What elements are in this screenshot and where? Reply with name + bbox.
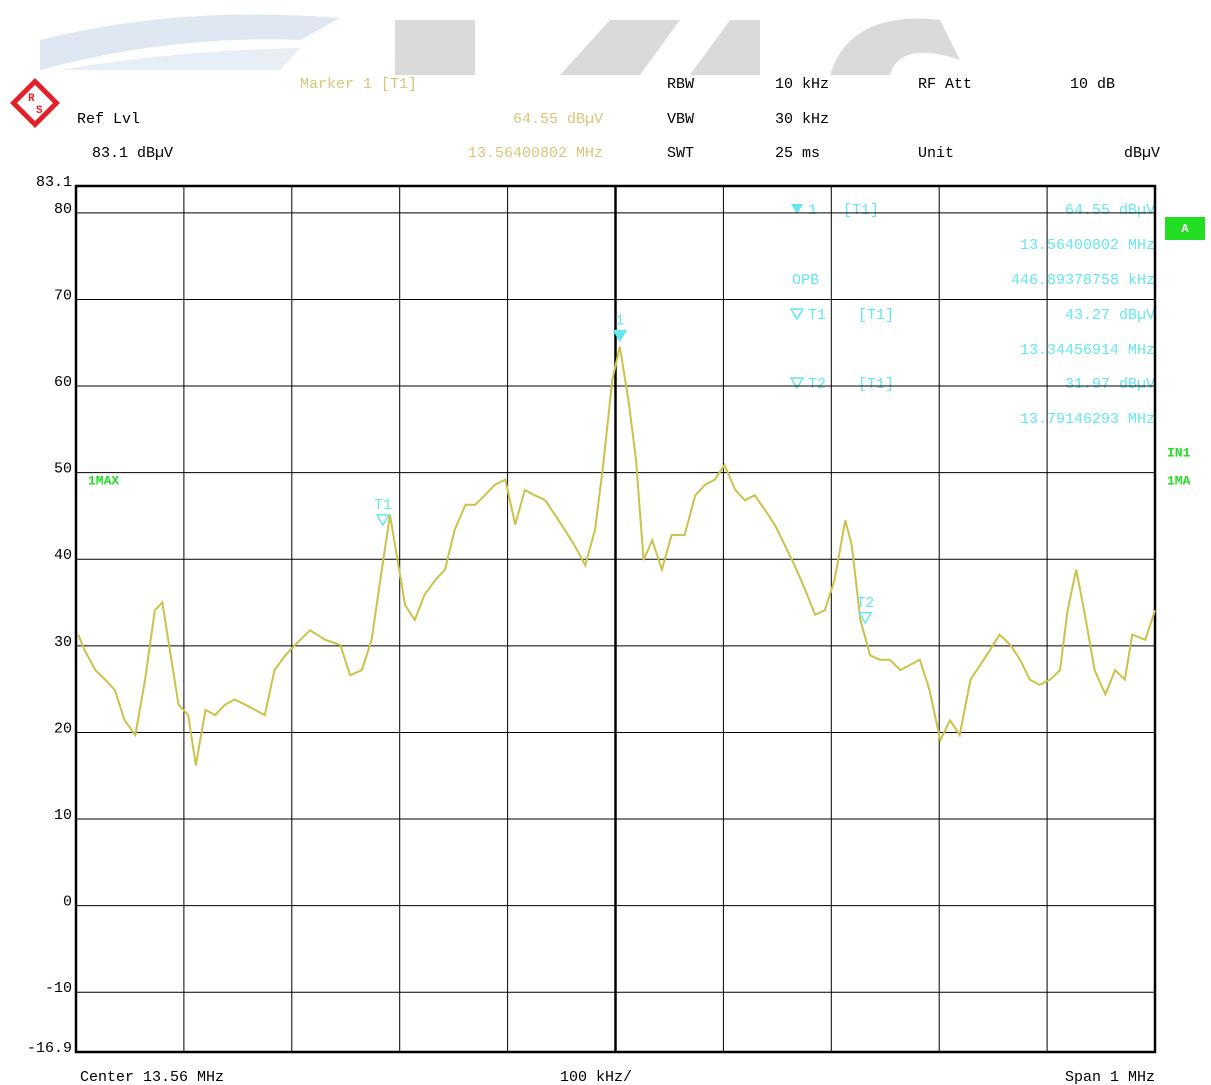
logo: R S bbox=[10, 78, 60, 128]
marker-title: Marker 1 [T1] bbox=[300, 76, 417, 93]
setting-label: SWT bbox=[667, 145, 694, 162]
marker-level: 31.97 dBµV bbox=[1065, 376, 1155, 393]
marker-label: 1 bbox=[615, 313, 624, 330]
setting-value: 10 kHz bbox=[775, 76, 829, 93]
marker-frequency: 13.56400802 MHz bbox=[468, 145, 603, 162]
legend-entry: 1MAX bbox=[88, 473, 119, 488]
setting-value: 25 ms bbox=[775, 145, 820, 162]
watermark bbox=[60, 48, 300, 70]
marker bbox=[612, 329, 628, 343]
plot-frame bbox=[74, 184, 1157, 1054]
y-tick-label: 20 bbox=[54, 720, 72, 737]
logo-text: S bbox=[36, 105, 43, 117]
setting-label: RF Att bbox=[918, 76, 972, 93]
trace-label: 1MA bbox=[1167, 473, 1191, 488]
marker-label: T2 bbox=[856, 595, 874, 612]
setting-value: dBµV bbox=[1124, 145, 1160, 162]
y-tick-label: 50 bbox=[54, 461, 72, 478]
ref-value: 83.1 dBµV bbox=[92, 145, 173, 162]
y-tick-label: 80 bbox=[54, 201, 72, 218]
per-div-label: 100 kHz/ bbox=[560, 1069, 632, 1085]
marker-symbol bbox=[789, 308, 805, 321]
logo-text: R bbox=[28, 93, 35, 105]
y-tick-label: 0 bbox=[63, 894, 72, 911]
trace-mode: A bbox=[1181, 222, 1189, 236]
watermark bbox=[395, 20, 475, 75]
y-tick-label: 70 bbox=[54, 287, 72, 304]
setting-value: 10 dB bbox=[1070, 76, 1115, 93]
marker-symbol bbox=[791, 204, 803, 214]
y-tick-label: 10 bbox=[54, 807, 72, 824]
marker-symbol bbox=[789, 377, 805, 390]
trace-mode-box bbox=[1165, 217, 1205, 240]
span-label: Span 1 MHz bbox=[1065, 1069, 1155, 1085]
y-tick-label: 83.1 bbox=[36, 174, 72, 191]
marker bbox=[375, 514, 391, 527]
marker-frequency: 13.79146293 MHz bbox=[1020, 411, 1155, 428]
marker-frequency: 13.56400802 MHz bbox=[1020, 237, 1155, 254]
marker bbox=[857, 612, 873, 625]
y-tick-label: -10 bbox=[45, 980, 72, 997]
setting-label: RBW bbox=[667, 76, 694, 93]
y-tick-label: 60 bbox=[54, 374, 72, 391]
y-tick-label: -16.9 bbox=[27, 1040, 72, 1057]
marker-level: 64.55 dBµV bbox=[1065, 202, 1155, 219]
marker-frequency: 13.34456914 MHz bbox=[1020, 342, 1155, 359]
center-label: Center 13.56 MHz bbox=[80, 1069, 224, 1085]
marker-label: T1 bbox=[374, 497, 392, 514]
y-tick-label: 30 bbox=[54, 634, 72, 651]
setting-label: Unit bbox=[918, 145, 954, 162]
opb-value: 446.89378758 kHz bbox=[1011, 272, 1155, 289]
marker-level: 43.27 dBµV bbox=[1065, 307, 1155, 324]
trace-line bbox=[77, 346, 1156, 766]
marker-trace: [T1] bbox=[843, 202, 879, 219]
input-label: IN1 bbox=[1167, 445, 1191, 460]
marker-level: 64.55 dBµV bbox=[513, 111, 603, 128]
watermark bbox=[40, 14, 340, 71]
marker-trace: [T1] bbox=[858, 307, 894, 324]
watermark bbox=[830, 18, 960, 75]
y-tick-label: 40 bbox=[54, 547, 72, 564]
marker-name: T2 bbox=[808, 376, 826, 393]
watermark bbox=[690, 20, 760, 75]
opb-label: OPB bbox=[792, 272, 819, 289]
setting-value: 30 kHz bbox=[775, 111, 829, 128]
marker-trace: [T1] bbox=[858, 376, 894, 393]
marker-name: T1 bbox=[808, 307, 826, 324]
setting-label: VBW bbox=[667, 111, 694, 128]
ref-label: Ref Lvl bbox=[77, 111, 140, 128]
marker-name: 1 bbox=[808, 202, 817, 219]
watermark bbox=[560, 20, 680, 75]
